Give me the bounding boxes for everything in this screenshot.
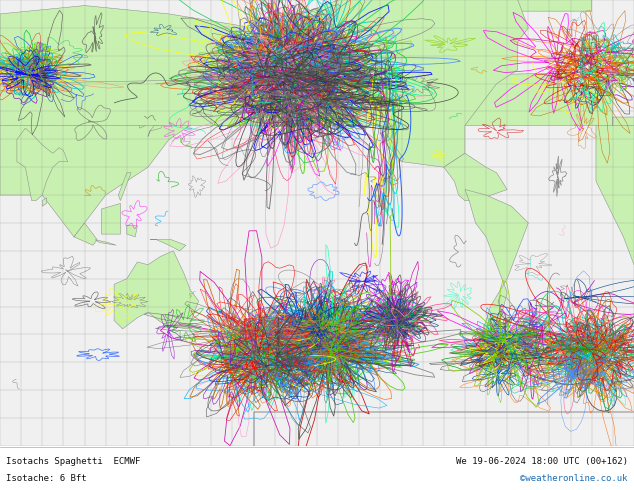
Polygon shape: [139, 117, 148, 128]
Text: We 19-06-2024 18:00 UTC (00+162): We 19-06-2024 18:00 UTC (00+162): [456, 457, 628, 466]
Text: ©weatheronline.co.uk: ©weatheronline.co.uk: [520, 474, 628, 483]
Polygon shape: [0, 5, 254, 237]
Polygon shape: [596, 117, 634, 320]
Polygon shape: [101, 203, 120, 234]
Polygon shape: [119, 173, 131, 201]
Polygon shape: [444, 153, 507, 201]
Polygon shape: [583, 39, 607, 48]
Polygon shape: [279, 45, 338, 73]
Text: Isotache: 6 Bft: Isotache: 6 Bft: [6, 474, 87, 483]
Polygon shape: [95, 240, 116, 245]
Polygon shape: [148, 100, 179, 137]
Polygon shape: [254, 73, 285, 78]
Text: Isotachs Spaghetti  ECMWF: Isotachs Spaghetti ECMWF: [6, 457, 141, 466]
Polygon shape: [17, 128, 68, 201]
Polygon shape: [613, 70, 621, 81]
Polygon shape: [279, 0, 528, 167]
Polygon shape: [74, 223, 97, 245]
Polygon shape: [236, 326, 249, 337]
Polygon shape: [0, 22, 634, 125]
Polygon shape: [617, 67, 634, 84]
Polygon shape: [114, 251, 198, 329]
Polygon shape: [197, 50, 233, 78]
Polygon shape: [465, 0, 592, 11]
Polygon shape: [465, 190, 528, 376]
Polygon shape: [127, 226, 138, 237]
Polygon shape: [42, 198, 46, 206]
Polygon shape: [224, 345, 236, 354]
Polygon shape: [254, 413, 634, 474]
Polygon shape: [385, 134, 404, 162]
Polygon shape: [150, 240, 186, 251]
